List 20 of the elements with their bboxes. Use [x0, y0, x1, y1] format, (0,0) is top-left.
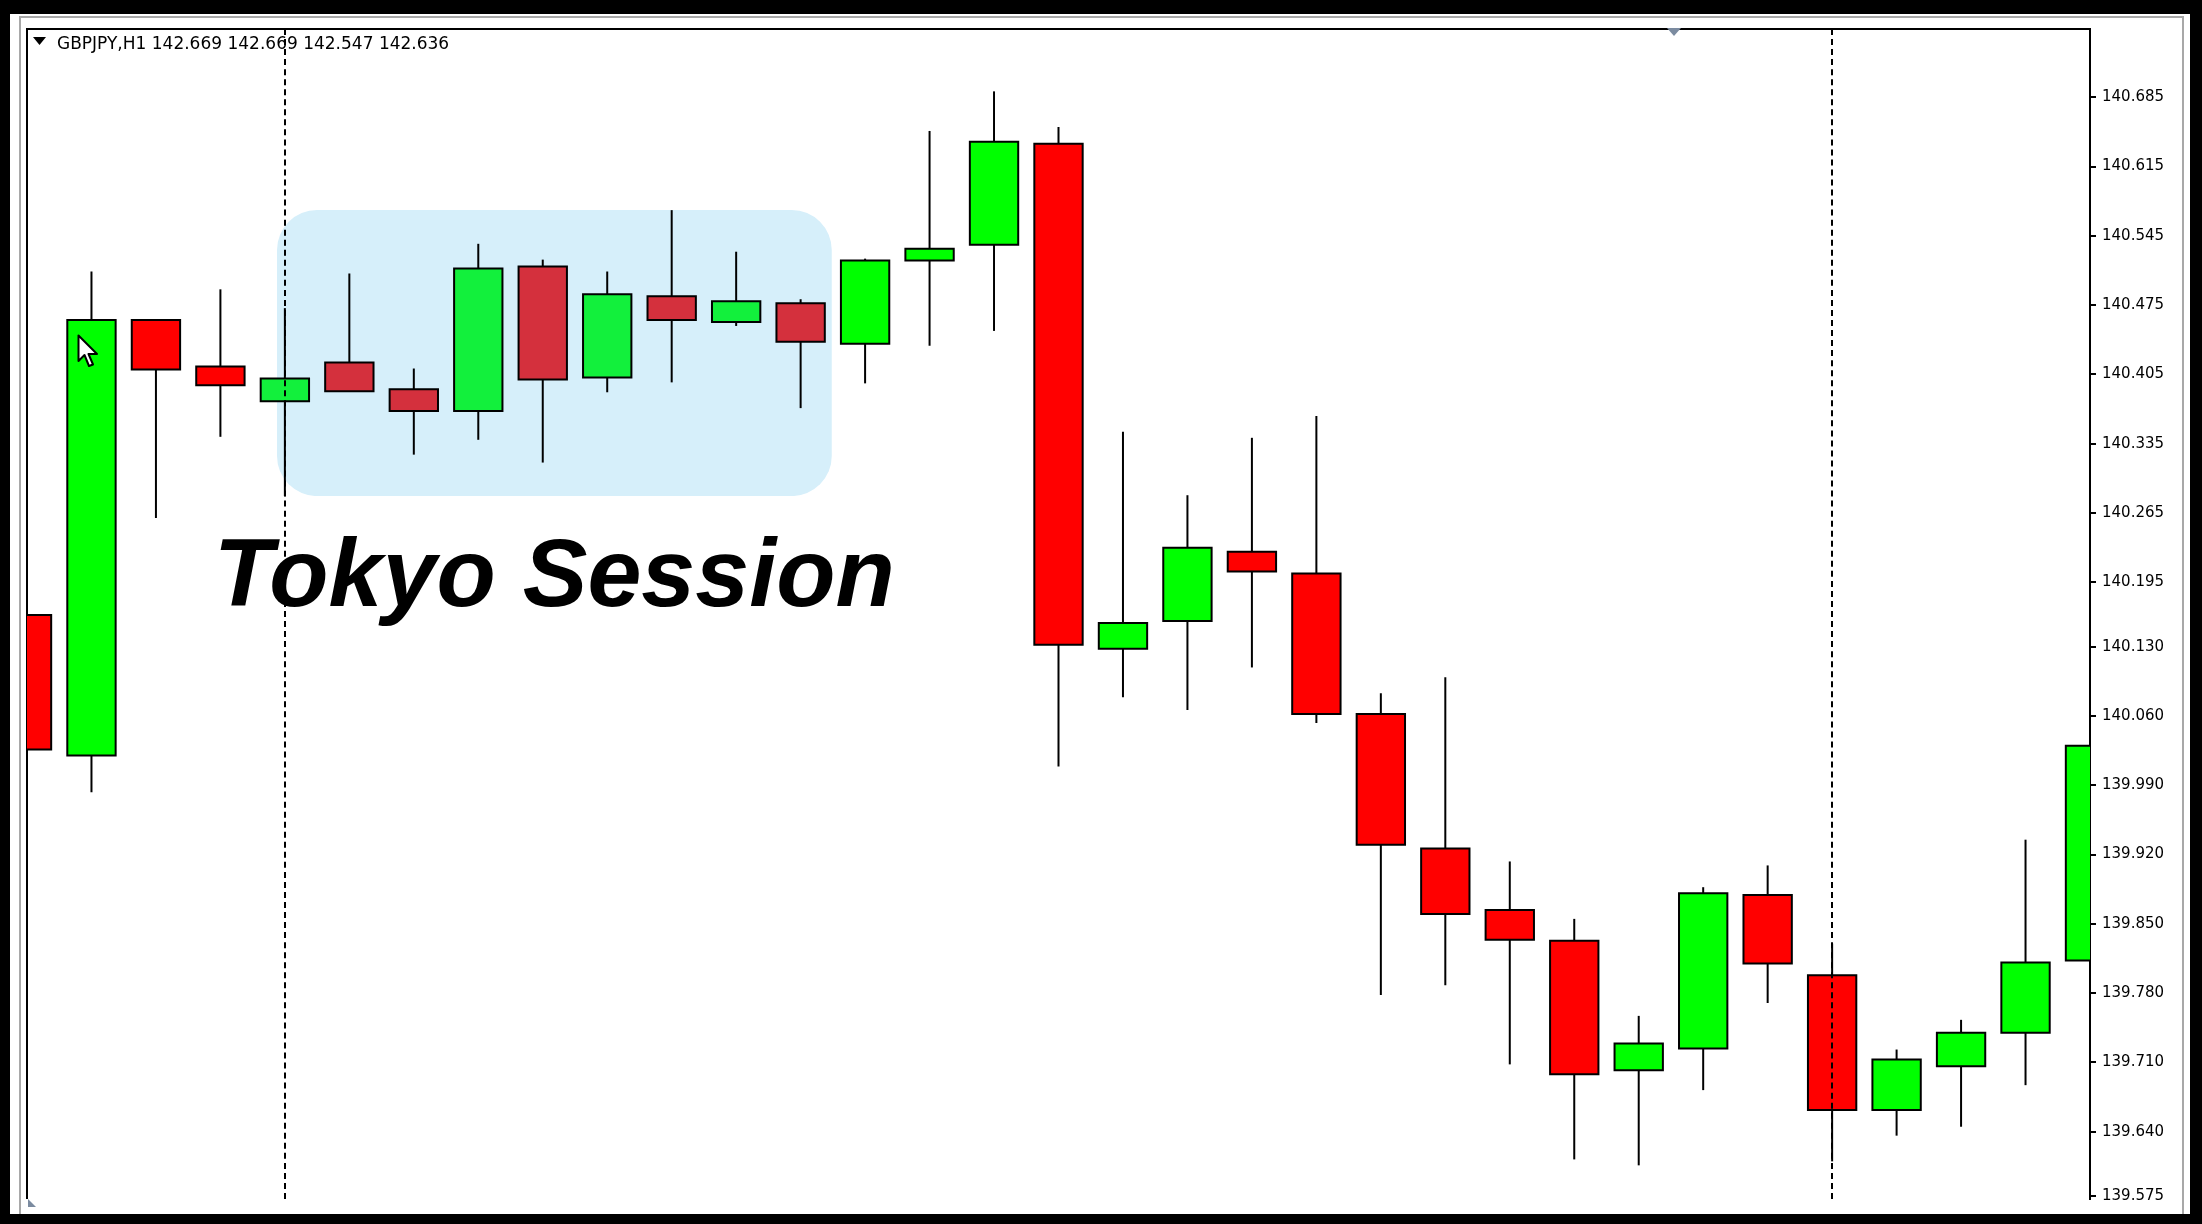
- y-tick-label: 139.920: [2102, 844, 2165, 863]
- candlestick: [1484, 860, 1535, 1066]
- chart-title: GBPJPY,H1 142.669 142.669 142.547 142.636: [57, 33, 450, 54]
- y-tick-label: 140.195: [2102, 572, 2165, 591]
- y-tick-label: 140.405: [2102, 364, 2165, 383]
- y-tick-label: 140.265: [2102, 502, 2165, 521]
- y-tick-label: 139.575: [2102, 1185, 2165, 1204]
- y-tick-label: 140.475: [2102, 295, 2165, 314]
- y-tick-label: 140.615: [2102, 156, 2165, 175]
- y-tick-label: 140.335: [2102, 433, 2165, 452]
- y-tick-label: 140.060: [2102, 705, 2165, 724]
- y-tick-label: 139.780: [2102, 983, 2165, 1001]
- y-tick-label: 139.640: [2102, 1121, 2165, 1140]
- y-tick-label: 140.130: [2102, 636, 2165, 655]
- y-tick-label: 139.850: [2102, 913, 2165, 932]
- annotation: Tokyo Session: [213, 518, 895, 628]
- y-tick-label: 139.990: [2102, 775, 2165, 794]
- y-tick-label: 139.710: [2102, 1052, 2165, 1071]
- y-tick-label: 140.545: [2102, 225, 2165, 244]
- y-tick-label: 140.685: [2102, 87, 2165, 106]
